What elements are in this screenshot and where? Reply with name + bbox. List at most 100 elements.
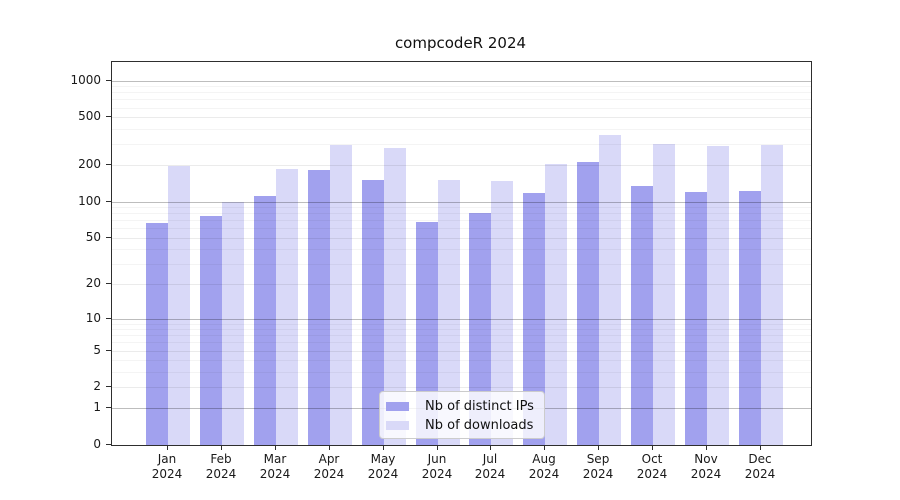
y-tick-label-1000: 1000 [70, 73, 101, 87]
legend-row-distinct-ips: Nb of distinct IPs [386, 398, 538, 415]
y-gridline-9 [112, 324, 811, 325]
x-tick-year: 2024 [744, 467, 776, 481]
x-tick-year: 2024 [151, 467, 183, 481]
y-gridline-2 [112, 387, 811, 388]
legend: Nb of distinct IPs Nb of downloads [379, 391, 545, 439]
y-gridline-30 [112, 264, 811, 265]
y-gridline-600 [112, 108, 811, 109]
bar-distinct-ips-oct [631, 186, 653, 445]
x-tick-month: Jan [157, 452, 177, 466]
x-tick-mark-feb [221, 446, 222, 450]
x-tick-year: 2024 [205, 467, 237, 481]
x-tick-label-nov: Nov 2024 [674, 452, 738, 482]
y-gridline-70 [112, 220, 811, 221]
bar-distinct-ips-nov [685, 192, 707, 445]
y-tick-label-100: 100 [78, 194, 101, 208]
x-tick-label-feb: Feb 2024 [189, 452, 253, 482]
y-gridline-400 [112, 129, 811, 130]
y-tick-mark-0 [106, 444, 111, 445]
y-gridline-3 [112, 372, 811, 373]
x-tick-year: 2024 [690, 467, 722, 481]
y-tick-mark-2 [106, 386, 111, 387]
y-tick-mark-1 [106, 407, 111, 408]
bar-distinct-ips-may [362, 180, 384, 445]
y-gridline-50 [112, 238, 811, 239]
x-tick-mark-oct [652, 446, 653, 450]
bar-downloads-sep [599, 135, 621, 445]
x-tick-month: Nov [694, 452, 718, 466]
x-tick-label-mar: Mar 2024 [243, 452, 307, 482]
x-tick-mark-dec [760, 446, 761, 450]
y-gridline-200 [112, 165, 811, 166]
bar-distinct-ips-feb [200, 216, 222, 445]
x-tick-month: Apr [318, 452, 340, 466]
bar-distinct-ips-jun [416, 222, 438, 445]
y-gridline-4 [112, 360, 811, 361]
x-tick-mark-nov [706, 446, 707, 450]
x-tick-mark-sep [598, 446, 599, 450]
y-tick-mark-20 [106, 283, 111, 284]
x-tick-month: May [370, 452, 396, 466]
y-gridline-700 [112, 99, 811, 100]
bar-downloads-aug [545, 164, 567, 445]
y-gridline-8 [112, 329, 811, 330]
x-tick-label-aug: Aug 2024 [512, 452, 576, 482]
x-tick-year: 2024 [313, 467, 345, 481]
bar-downloads-feb [222, 202, 244, 445]
bar-distinct-ips-aug [523, 193, 545, 445]
y-gridline-40 [112, 249, 811, 250]
y-gridline-60 [112, 228, 811, 229]
y-tick-label-2: 2 [93, 379, 101, 393]
bar-downloads-apr [330, 145, 352, 445]
bar-downloads-jul [491, 181, 513, 445]
x-tick-label-jul: Jul 2024 [458, 452, 522, 482]
x-tick-mark-aug [544, 446, 545, 450]
x-tick-label-jan: Jan 2024 [135, 452, 199, 482]
chart-title: compcodeR 2024 [394, 34, 527, 52]
y-tick-mark-500 [106, 116, 111, 117]
x-tick-mark-jun [437, 446, 438, 450]
legend-swatch-distinct-ips-icon [386, 402, 409, 411]
x-tick-mark-apr [329, 446, 330, 450]
y-gridline-80 [112, 213, 811, 214]
x-tick-year: 2024 [367, 467, 399, 481]
y-tick-mark-200 [106, 164, 111, 165]
y-gridline-500 [112, 117, 811, 118]
x-tick-mark-may [383, 446, 384, 450]
y-gridline-5 [112, 351, 811, 352]
y-tick-label-0: 0 [93, 437, 101, 451]
bar-downloads-mar [276, 169, 298, 445]
x-tick-month: Aug [532, 452, 556, 466]
y-tick-label-5: 5 [93, 343, 101, 357]
x-tick-year: 2024 [259, 467, 291, 481]
x-tick-label-may: May 2024 [351, 452, 415, 482]
y-tick-label-10: 10 [85, 311, 101, 325]
y-tick-mark-5 [106, 350, 111, 351]
y-gridline-20 [112, 284, 811, 285]
bar-distinct-ips-sep [577, 162, 599, 445]
y-gridline-100 [112, 202, 811, 203]
bar-distinct-ips-mar [254, 196, 276, 445]
x-tick-label-dec: Dec 2024 [728, 452, 792, 482]
y-gridline-10 [112, 319, 811, 320]
x-tick-label-apr: Apr 2024 [297, 452, 361, 482]
x-tick-year: 2024 [582, 467, 614, 481]
y-tick-label-20: 20 [85, 276, 101, 290]
bar-downloads-may [384, 148, 406, 445]
x-tick-year: 2024 [636, 467, 668, 481]
y-tick-label-1: 1 [93, 400, 101, 414]
y-gridline-90 [112, 207, 811, 208]
x-tick-month: Oct [641, 452, 663, 466]
x-tick-label-jun: Jun 2024 [405, 452, 469, 482]
x-tick-mark-mar [275, 446, 276, 450]
x-tick-month: Sep [586, 452, 610, 466]
y-gridline-6 [112, 342, 811, 343]
y-gridline-1000 [112, 81, 811, 82]
y-tick-mark-100 [106, 201, 111, 202]
x-tick-year: 2024 [421, 467, 453, 481]
bar-distinct-ips-dec [739, 191, 761, 445]
x-tick-mark-jan [167, 446, 168, 450]
y-gridline-800 [112, 92, 811, 93]
y-tick-mark-10 [106, 318, 111, 319]
